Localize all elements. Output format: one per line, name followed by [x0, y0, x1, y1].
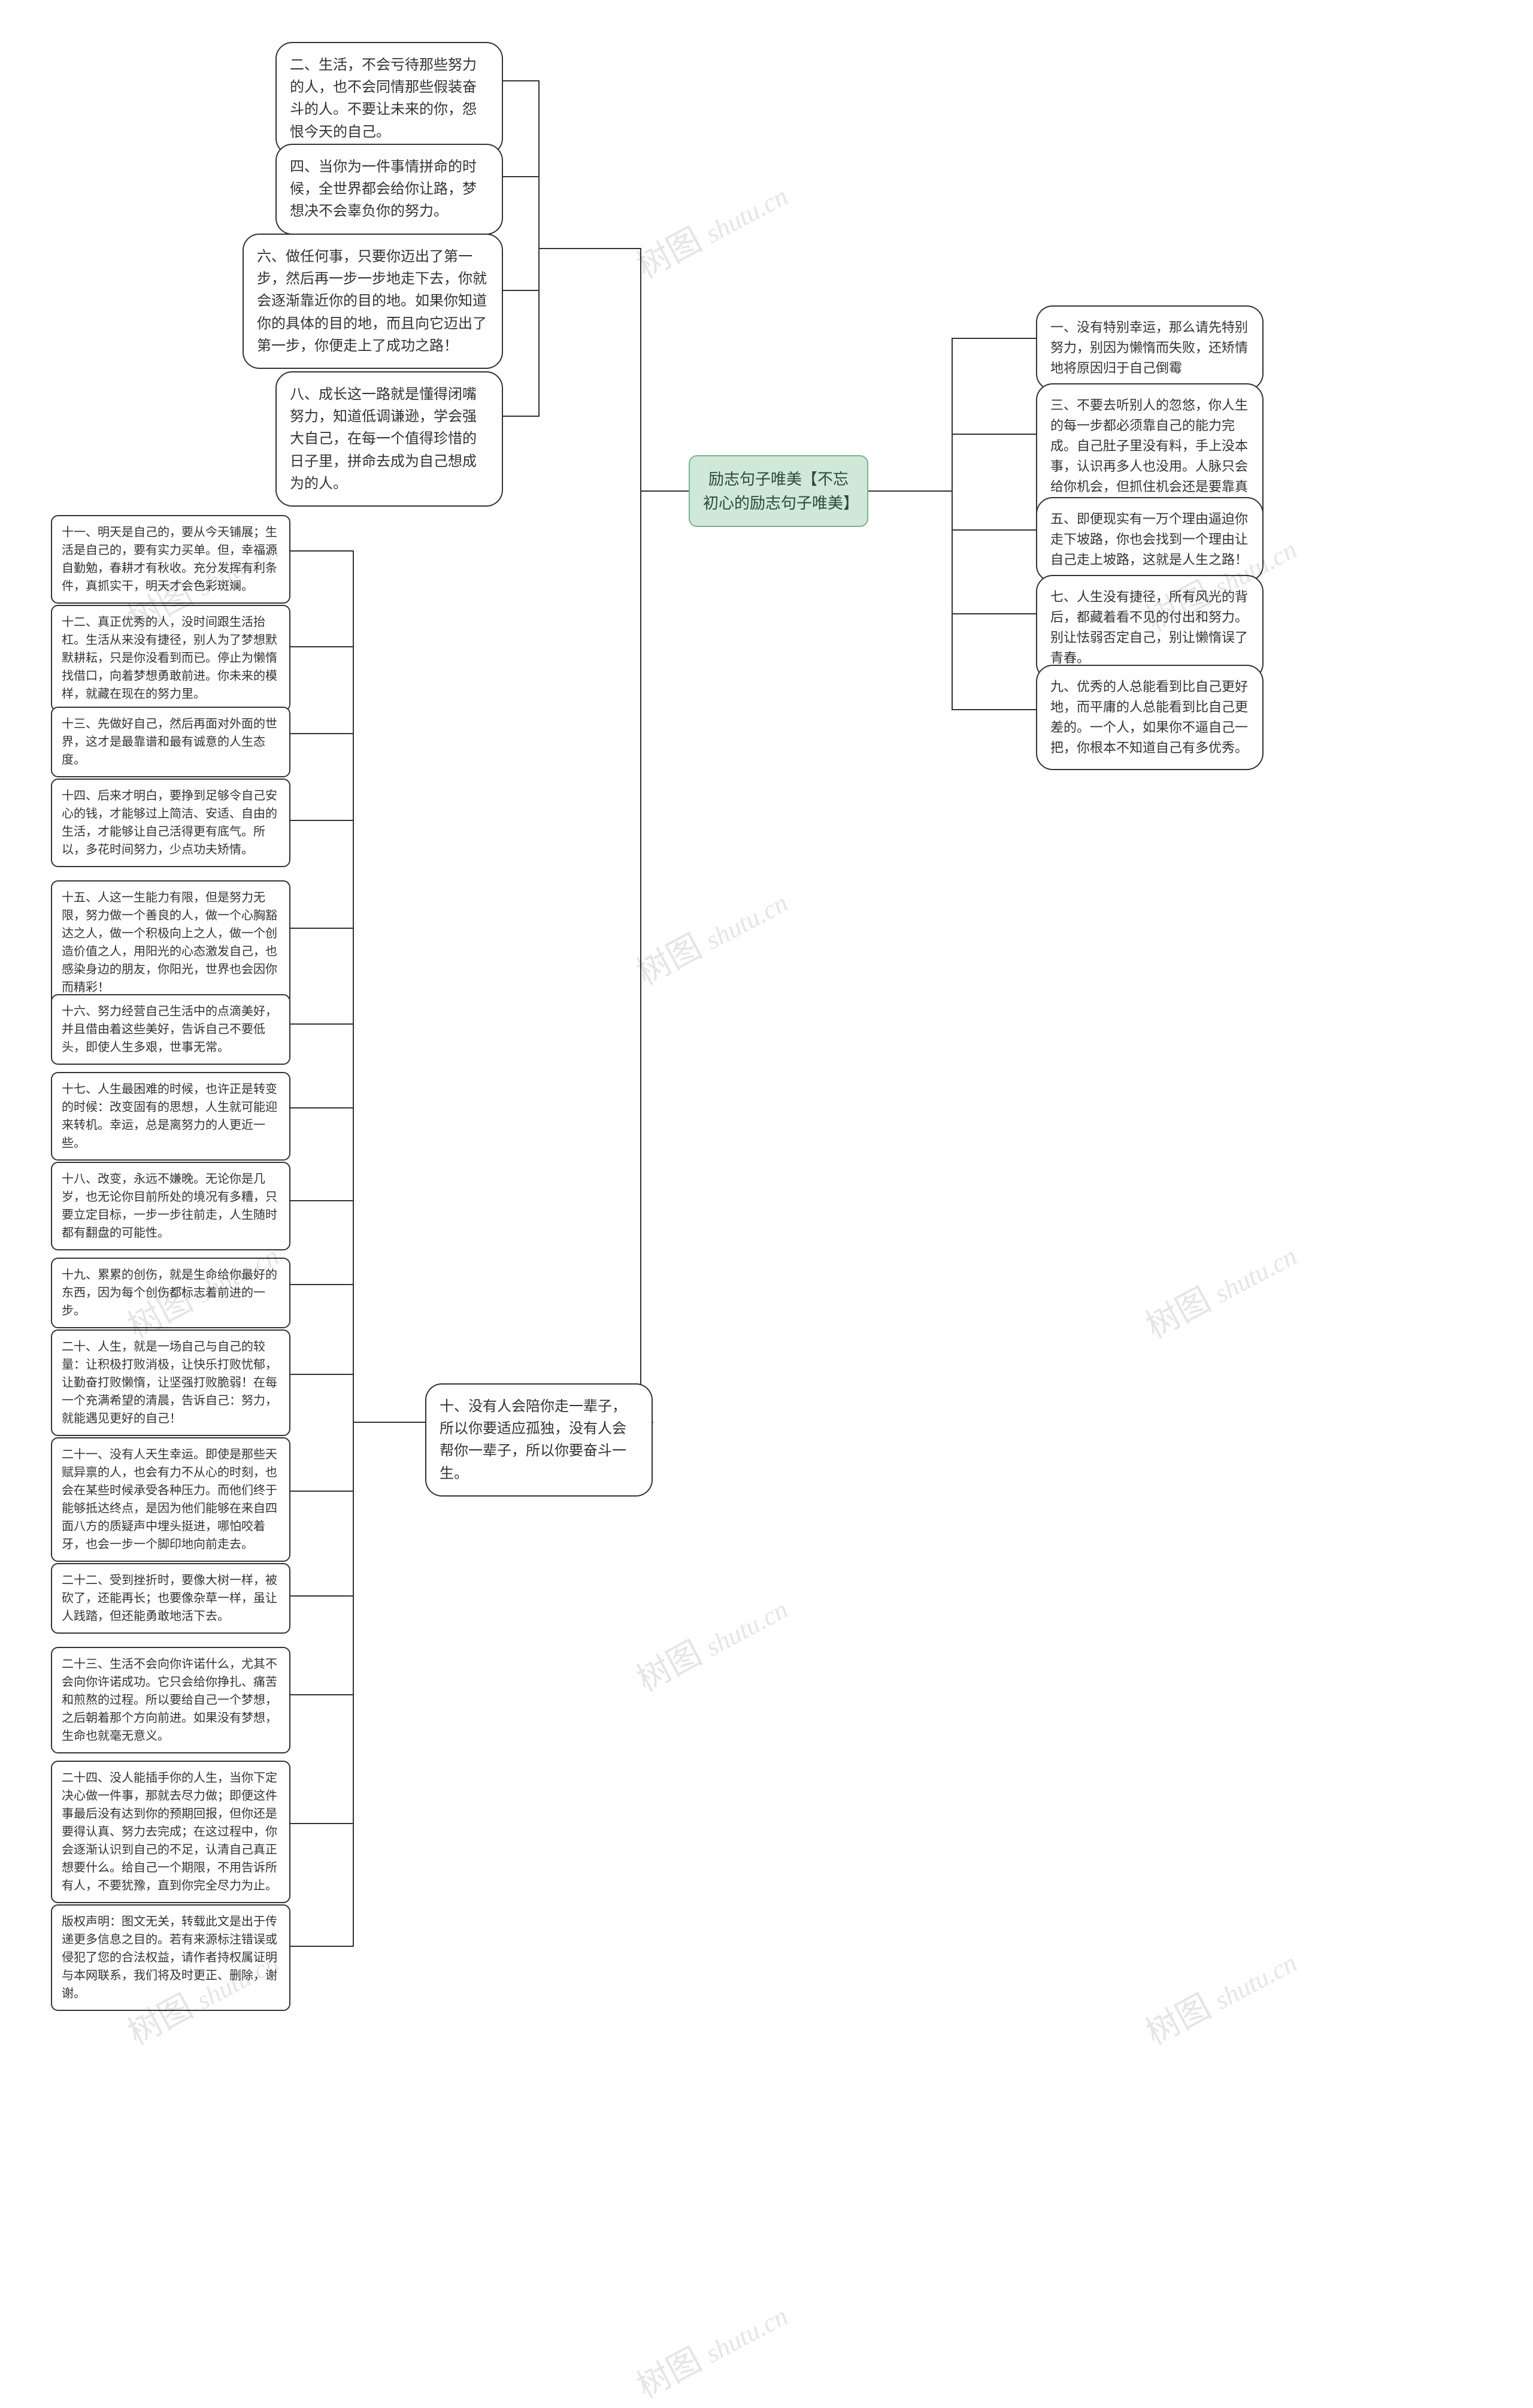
- left-detail-node: 十五、人这一生能力有限，但是努力无限，努力做一个善良的人，做一个心胸豁达之人，做…: [51, 880, 290, 1005]
- left-upper-node: 二、生活，不会亏待那些努力的人，也不会同情那些假装奋斗的人。不要让未来的你，怨恨…: [275, 42, 503, 155]
- watermark: 树图 shutu.cn: [627, 874, 795, 994]
- right-node: 九、优秀的人总能看到比自己更好地，而平庸的人总能看到比自己更差的。一个人，如果你…: [1036, 665, 1264, 770]
- watermark: 树图 shutu.cn: [627, 168, 795, 287]
- left-detail-node: 十三、先做好自己，然后再面对外面的世界，这才是最靠谱和最有诚意的人生态度。: [51, 707, 290, 777]
- watermark: 树图 shutu.cn: [1136, 1228, 1304, 1347]
- right-node: 一、没有特别幸运，那么请先特别努力，别因为懒惰而失败，还矫情地将原因归于自己倒霉: [1036, 305, 1264, 390]
- watermark: 树图 shutu.cn: [627, 1581, 795, 1701]
- left-detail-node: 十七、人生最困难的时候，也许正是转变的时候：改变固有的思想，人生就可能迎来转机。…: [51, 1072, 290, 1161]
- left-detail-node: 十九、累累的创伤，就是生命给你最好的东西，因为每个创伤都标志着前进的一步。: [51, 1258, 290, 1328]
- left-detail-node: 二十二、受到挫折时，要像大树一样，被砍了，还能再长；也要像杂草一样，虽让人践踏，…: [51, 1563, 290, 1634]
- center-node: 励志句子唯美【不忘初心的励志句子唯美】: [689, 455, 868, 527]
- left-detail-node: 十八、改变，永远不嫌晚。无论你是几岁，也无论你目前所处的境况有多糟，只要立定目标…: [51, 1162, 290, 1250]
- left-detail-node: 十四、后来才明白，要挣到足够令自己安心的钱，才能够过上简洁、安适、自由的生活，才…: [51, 779, 290, 867]
- watermark: 树图 shutu.cn: [1136, 1934, 1304, 2054]
- left-upper-node: 八、成长这一路就是懂得闭嘴努力，知道低调谦逊，学会强大自己，在每一个值得珍惜的日…: [275, 371, 503, 507]
- left-detail-node: 二十三、生活不会向你许诺什么，尤其不会向你许诺成功。它只会给你挣扎、痛苦和煎熬的…: [51, 1647, 290, 1753]
- left-detail-node: 版权声明：图文无关，转载此文是出于传递更多信息之目的。若有来源标注错误或侵犯了您…: [51, 1904, 290, 2011]
- right-node: 五、即便现实有一万个理由逼迫你走下坡路，你也会找到一个理由让自己走上坡路，这就是…: [1036, 497, 1264, 582]
- watermark: 树图 shutu.cn: [627, 2288, 795, 2407]
- left-detail-node: 二十、人生，就是一场自己与自己的较量：让积极打败消极，让快乐打败忧郁，让勤奋打败…: [51, 1329, 290, 1436]
- left-upper-node: 四、当你为一件事情拼命的时候，全世界都会给你让路，梦想决不会辜负你的努力。: [275, 144, 503, 235]
- left-pivot-node: 十、没有人会陪你走一辈子，所以你要适应孤独，没有人会帮你一辈子，所以你要奋斗一生…: [425, 1383, 653, 1497]
- left-detail-node: 十六、努力经营自己生活中的点滴美好，并且借由着这些美好，告诉自己不要低头，即使人…: [51, 994, 290, 1065]
- left-detail-node: 二十一、没有人天生幸运。即使是那些天赋异禀的人，也会有力不从心的时刻，也会在某些…: [51, 1437, 290, 1562]
- left-detail-node: 二十四、没人能插手你的人生，当你下定决心做一件事，那就去尽力做；即便这件事最后没…: [51, 1761, 290, 1903]
- left-detail-node: 十一、明天是自己的，要从今天铺展；生活是自己的，要有实力买单。但，幸福源自勤勉，…: [51, 515, 290, 604]
- left-detail-node: 十二、真正优秀的人，没时间跟生活抬杠。生活从来没有捷径，别人为了梦想默默耕耘，只…: [51, 605, 290, 711]
- left-upper-node: 六、做任何事，只要你迈出了第一步，然后再一步一步地走下去，你就会逐渐靠近你的目的…: [243, 234, 503, 369]
